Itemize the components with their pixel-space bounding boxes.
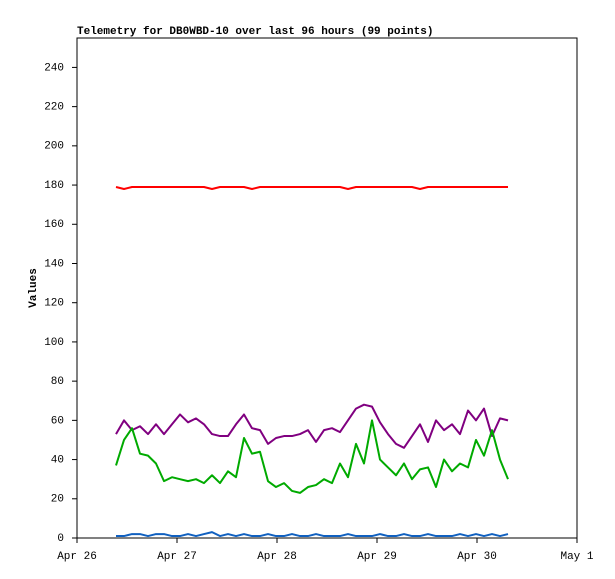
- series-line: [115, 419, 509, 494]
- y-tick-label: 60: [51, 415, 64, 427]
- plot-frame: [76, 37, 578, 539]
- x-tick-label: Apr 30: [457, 551, 497, 563]
- x-tick-label: Apr 29: [357, 551, 397, 563]
- series-line: [115, 186, 508, 190]
- y-tick-label: 80: [51, 376, 64, 388]
- y-tick-label: 20: [51, 494, 64, 506]
- y-tick-label: 40: [51, 454, 64, 466]
- y-tick-label: 140: [44, 258, 64, 270]
- y-tick-label: 160: [44, 219, 64, 231]
- x-tick-label: Apr 27: [157, 551, 197, 563]
- y-tick-label: 240: [44, 62, 64, 74]
- chart-title: Telemetry for DB0WBD-10 over last 96 hou…: [77, 26, 433, 38]
- x-tick-label: Apr 26: [57, 551, 97, 563]
- y-tick-label: 200: [44, 141, 64, 153]
- y-axis-label: Values: [28, 268, 40, 308]
- x-tick-label: Apr 28: [257, 551, 297, 563]
- series-line: [116, 531, 509, 538]
- x-tick-label: May 1: [560, 551, 593, 563]
- series-line: [115, 403, 509, 449]
- y-tick-label: 220: [44, 102, 64, 114]
- y-tick-label: 0: [57, 533, 64, 545]
- y-tick-label: 120: [44, 298, 64, 310]
- y-tick-label: 180: [44, 180, 64, 192]
- y-tick-label: 100: [44, 337, 64, 349]
